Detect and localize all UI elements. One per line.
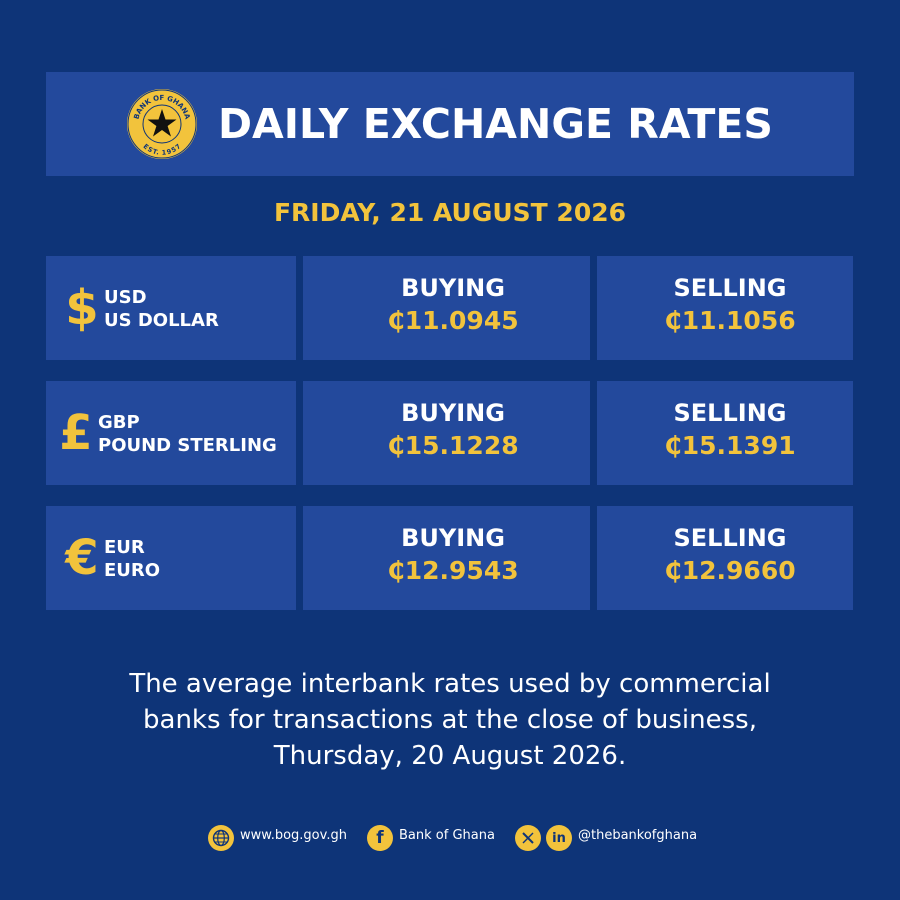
social-handle-link[interactable]: @thebankofghana (578, 828, 698, 843)
note-line: The average interbank rates used by comm… (129, 669, 771, 699)
header-banner: BANK OF GHANA EST. 1957 DAILY EXCHANGE R… (46, 72, 854, 176)
buying-label: BUYING (401, 399, 505, 427)
selling-card-gbp: SELLING ₵15.1391 (597, 381, 853, 485)
website-link[interactable]: www.bog.gov.gh (240, 828, 347, 843)
currency-label: GBP POUND STERLING (98, 411, 277, 457)
buying-label: BUYING (401, 524, 505, 552)
selling-label: SELLING (673, 274, 787, 302)
currency-name: EURO (104, 560, 161, 581)
rate-date: FRIDAY, 21 AUGUST 2026 (273, 198, 627, 227)
selling-label: SELLING (673, 399, 787, 427)
currency-name: POUND STERLING (98, 435, 277, 456)
bank-of-ghana-seal-logo: BANK OF GHANA EST. 1957 (127, 89, 197, 159)
facebook-icon[interactable]: f (367, 825, 393, 851)
currency-code: EUR (104, 537, 145, 558)
buying-value: ₵15.1228 (387, 431, 519, 460)
buying-value: ₵11.0945 (387, 306, 519, 335)
buying-label: BUYING (401, 274, 505, 302)
globe-icon[interactable] (208, 825, 234, 851)
page-title: DAILY EXCHANGE RATES (218, 100, 773, 148)
buying-card-usd: BUYING ₵11.0945 (303, 256, 590, 360)
rate-note: The average interbank rates used by comm… (0, 666, 900, 774)
currency-code: GBP (98, 412, 140, 433)
currency-label: EUR EURO (104, 536, 160, 582)
x-icon[interactable] (515, 825, 541, 851)
selling-value: ₵15.1391 (664, 431, 796, 460)
currency-card-eur: € EUR EURO (46, 506, 296, 610)
pound-icon: £ (59, 405, 93, 461)
currency-label: USD US DOLLAR (104, 286, 219, 332)
selling-value: ₵11.1056 (664, 306, 796, 335)
note-line: banks for transactions at the close of b… (143, 705, 757, 735)
selling-card-usd: SELLING ₵11.1056 (597, 256, 853, 360)
selling-card-eur: SELLING ₵12.9660 (597, 506, 853, 610)
buying-card-eur: BUYING ₵12.9543 (303, 506, 590, 610)
selling-label: SELLING (673, 524, 787, 552)
note-line: Thursday, 20 August 2026. (273, 741, 627, 771)
currency-code: USD (104, 287, 147, 308)
facebook-link[interactable]: Bank of Ghana (399, 828, 495, 843)
buying-card-gbp: BUYING ₵15.1228 (303, 381, 590, 485)
linkedin-icon[interactable]: in (546, 825, 572, 851)
footer: www.bog.gov.gh f Bank of Ghana in @theba… (0, 820, 900, 856)
currency-card-gbp: £ GBP POUND STERLING (46, 381, 296, 485)
currency-name: US DOLLAR (104, 310, 219, 331)
selling-value: ₵12.9660 (664, 556, 796, 585)
buying-value: ₵12.9543 (387, 556, 519, 585)
currency-card-usd: $ USD US DOLLAR (46, 256, 296, 360)
dollar-icon: $ (65, 280, 99, 336)
euro-icon: € (65, 530, 99, 586)
